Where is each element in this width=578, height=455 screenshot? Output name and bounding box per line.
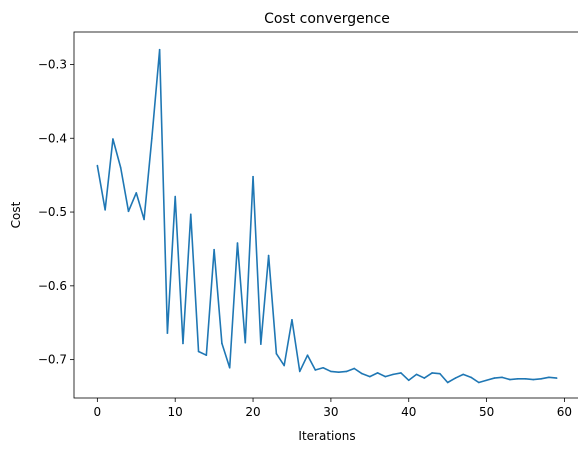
data-point [221, 342, 223, 345]
data-point [431, 372, 433, 374]
data-point [298, 370, 301, 373]
data-point [330, 370, 332, 373]
y-tick-label: −0.3 [38, 57, 67, 71]
data-point [555, 377, 558, 379]
x-axis-title: Iterations [298, 429, 355, 443]
data-point [470, 376, 472, 379]
y-axis-title: Cost [9, 201, 23, 228]
data-point [112, 138, 114, 140]
data-point [415, 373, 418, 376]
data-point [275, 352, 278, 355]
data-point [345, 370, 348, 373]
data-point [485, 379, 488, 382]
data-point [143, 218, 145, 221]
data-point [205, 354, 208, 357]
data-point [369, 375, 371, 378]
data-point [532, 378, 535, 381]
data-point [197, 350, 200, 353]
data-point [151, 137, 153, 140]
x-tick-label: 30 [323, 405, 338, 419]
x-axis: 0 10 20 30 40 50 60 [94, 398, 572, 419]
data-point [540, 378, 542, 380]
y-tick-label: −0.4 [38, 131, 67, 145]
data-point [337, 371, 340, 373]
data-point [462, 373, 465, 376]
data-point [361, 372, 363, 375]
data-point [353, 367, 356, 370]
data-point [524, 378, 527, 380]
data-point [446, 381, 449, 384]
data-point [400, 372, 402, 374]
data-point [174, 195, 176, 198]
x-tick-label: 0 [94, 405, 102, 419]
data-point [509, 378, 511, 381]
x-tick-label: 40 [401, 405, 416, 419]
y-tick-label: −0.6 [38, 279, 67, 293]
data-point [283, 364, 285, 367]
data-point [306, 354, 309, 357]
data-point [228, 366, 231, 369]
data-point [260, 343, 262, 345]
data-point [135, 192, 138, 194]
data-point [291, 318, 293, 321]
x-tick-label: 10 [168, 405, 183, 419]
y-tick-label: −0.7 [38, 353, 67, 367]
x-tick-label: 60 [557, 405, 572, 419]
data-point [213, 248, 215, 251]
y-tick-label: −0.5 [38, 205, 67, 219]
data-point [322, 366, 324, 369]
data-point [392, 373, 394, 376]
data-point [236, 242, 239, 244]
x-tick-label: 20 [245, 405, 260, 419]
data-point [96, 164, 99, 167]
data-point [252, 175, 254, 178]
cost-series-line [96, 48, 557, 384]
data-point [423, 377, 426, 379]
data-point [548, 376, 550, 379]
data-point [384, 375, 387, 378]
data-point [407, 379, 410, 382]
data-point [267, 254, 270, 257]
data-point [182, 342, 184, 345]
data-point [478, 381, 480, 384]
data-point [376, 372, 379, 374]
data-point [158, 48, 161, 51]
chart-title: Cost convergence [264, 11, 390, 27]
data-points [96, 48, 558, 384]
data-point [127, 210, 130, 213]
x-tick-label: 50 [479, 405, 494, 419]
data-point [454, 377, 457, 379]
data-point [119, 166, 122, 169]
y-axis: −0.7 −0.6 −0.5 −0.4 −0.3 [38, 57, 74, 367]
data-point [189, 213, 192, 216]
data-point [493, 377, 496, 379]
data-point [104, 209, 106, 211]
plot-frame [73, 31, 578, 399]
data-point [516, 378, 519, 380]
data-point [314, 369, 317, 371]
data-point [439, 372, 441, 375]
data-point [244, 341, 247, 344]
data-point [166, 332, 169, 334]
data-point [501, 376, 503, 379]
